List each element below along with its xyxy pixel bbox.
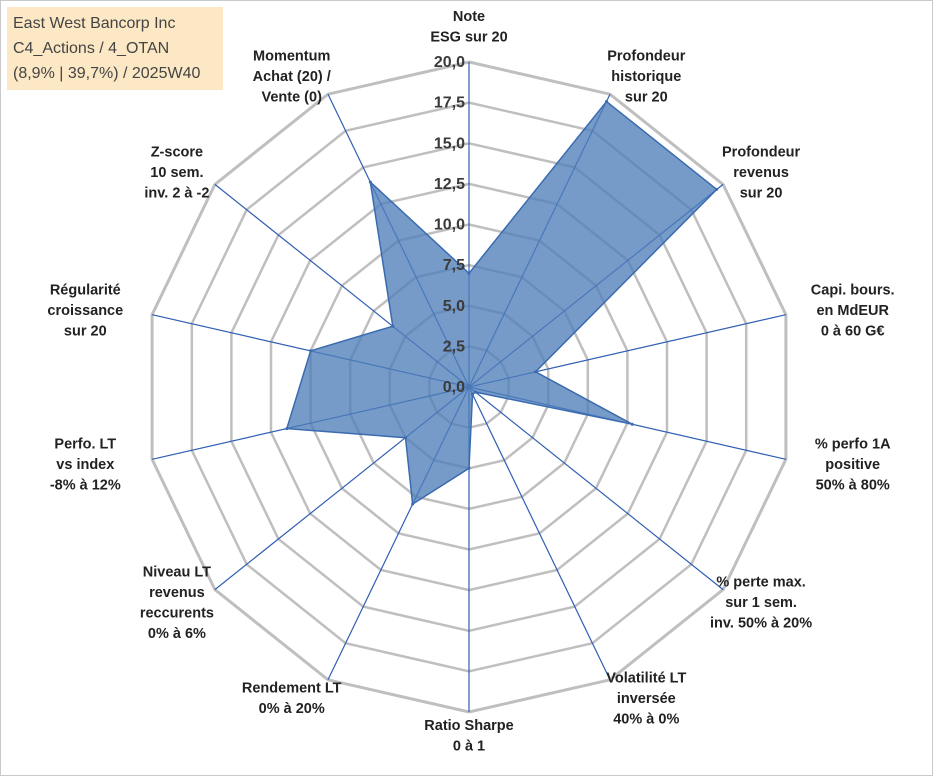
- radial-tick-label: 20,0: [434, 54, 465, 71]
- data-point: [471, 392, 474, 396]
- info-category: C4_Actions / 4_OTAN: [13, 40, 170, 57]
- radial-tick-label: 17,5: [434, 95, 465, 112]
- axis-label: Capi. bours. en MdEUR 0 à 60 G€: [811, 283, 895, 340]
- radial-tick-label: 2,5: [443, 338, 465, 355]
- data-point: [309, 349, 313, 353]
- data-point: [473, 390, 477, 394]
- data-point: [285, 427, 289, 431]
- info-stats: (8,9% | 39,7%) / 2025W40: [13, 65, 201, 82]
- axis-label: % perte max. sur 1 sem. inv. 50% à 20%: [710, 575, 812, 632]
- spoke-line: [468, 386, 724, 591]
- data-point: [467, 271, 471, 275]
- axis-label: Rendement LT 0% à 20%: [242, 681, 342, 718]
- axis-label: % perfo 1A positive 50% à 80%: [815, 436, 891, 493]
- data-point: [404, 436, 407, 440]
- axis-label: Profondeur historique sur 20: [607, 49, 685, 106]
- axis-label: Volatilité LT inversée 40% à 0%: [606, 670, 686, 727]
- info-box: East West Bancorp Inc C4_Actions / 4_OTA…: [7, 7, 223, 90]
- radial-tick-label: 12,5: [434, 176, 465, 193]
- axis-label: Régularité croissance sur 20: [47, 283, 123, 340]
- axis-label: Note ESG sur 20: [430, 9, 507, 46]
- radial-tick-label: 5,0: [443, 298, 465, 315]
- axis-label: Z-score 10 sem. inv. 2 à -2: [144, 144, 209, 201]
- axis-label: Momentum Achat (20) / Vente (0): [253, 49, 331, 106]
- data-point: [715, 187, 719, 191]
- data-point: [391, 324, 395, 328]
- data-point: [534, 370, 537, 374]
- data-area: [285, 100, 718, 506]
- radial-tick-label: 0,0: [443, 379, 465, 396]
- radial-tick-label: 15,0: [434, 135, 465, 152]
- axis-label: Niveau LT revenus reccurents 0% à 6%: [140, 564, 214, 642]
- info-company: East West Bancorp Inc: [13, 15, 176, 32]
- axis-label: Profondeur revenus sur 20: [722, 144, 800, 201]
- axis-label: Ratio Sharpe 0 à 1: [424, 718, 513, 755]
- radial-tick-label: 10,0: [434, 217, 465, 234]
- data-point: [630, 422, 634, 426]
- radial-tick-label: 7,5: [443, 257, 465, 274]
- data-point: [605, 100, 608, 103]
- data-point: [411, 502, 415, 506]
- data-point: [368, 180, 372, 184]
- data-point: [467, 466, 471, 470]
- spoke-line: [468, 386, 611, 681]
- axis-label: Perfo. LT vs index -8% à 12%: [50, 436, 121, 493]
